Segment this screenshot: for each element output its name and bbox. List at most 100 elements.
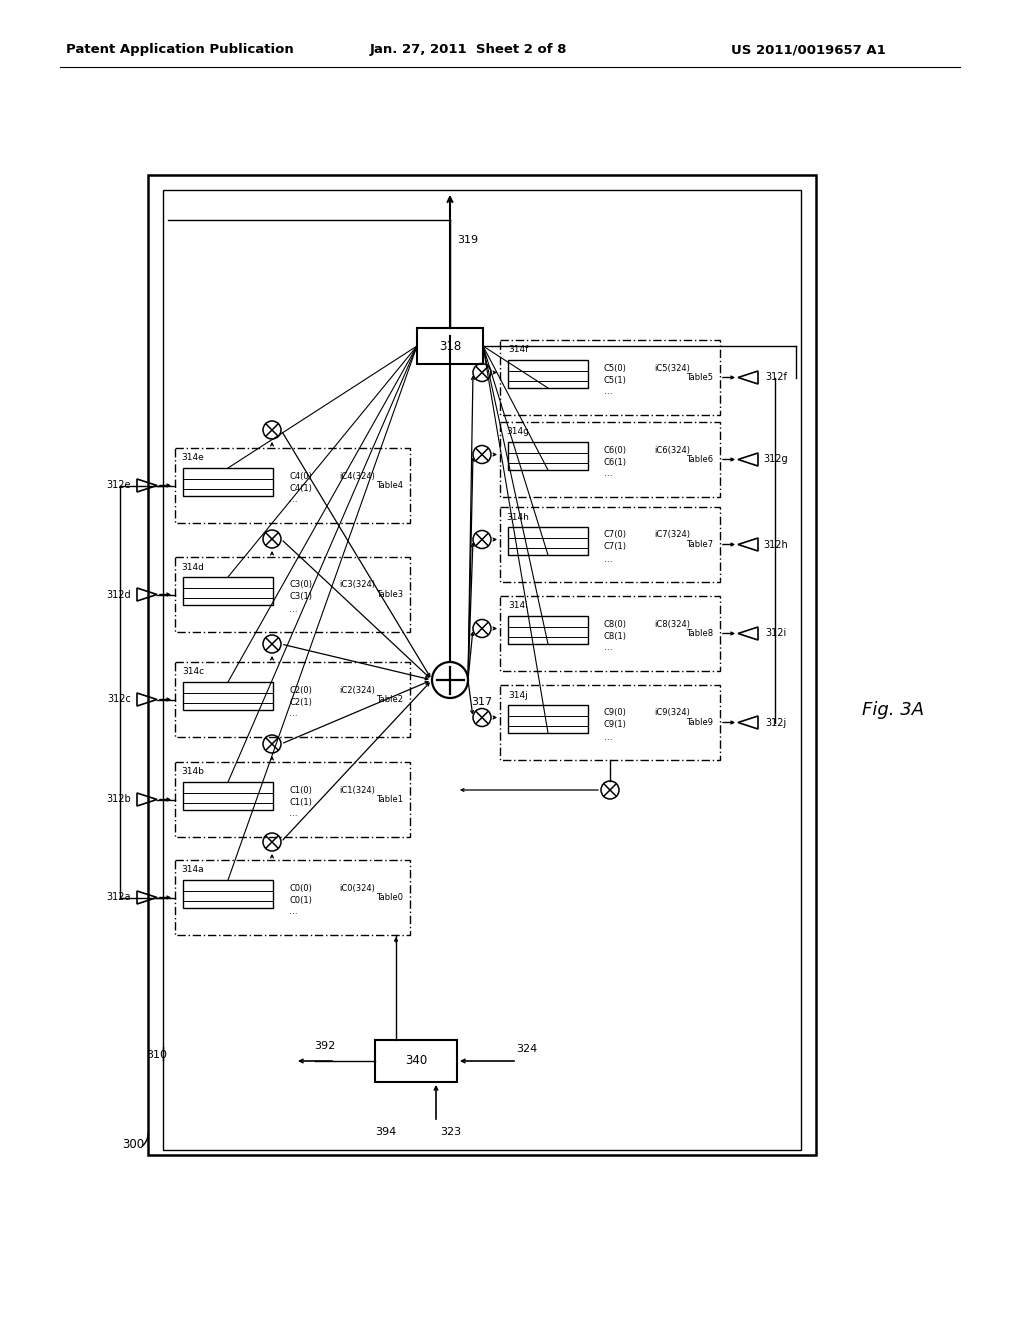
Text: iC3(324): iC3(324): [339, 581, 375, 590]
Bar: [375, 1040, 457, 1082]
Text: 340: 340: [404, 1055, 427, 1068]
Text: C0(1): C0(1): [289, 895, 312, 904]
Text: 314j: 314j: [508, 690, 528, 700]
Text: C2(0): C2(0): [289, 685, 312, 694]
Bar: [508, 360, 588, 388]
Text: Table9: Table9: [686, 718, 714, 727]
Bar: [500, 422, 720, 498]
Text: ...: ...: [604, 470, 612, 479]
Text: 318: 318: [439, 339, 461, 352]
Text: Fig. 3A: Fig. 3A: [862, 701, 924, 719]
Text: C0(0): C0(0): [289, 883, 312, 892]
Bar: [508, 705, 588, 733]
Bar: [183, 577, 273, 605]
Text: 310: 310: [146, 1049, 168, 1060]
Text: iC9(324): iC9(324): [654, 709, 690, 718]
Text: 312h: 312h: [764, 540, 788, 549]
Text: Table6: Table6: [686, 455, 714, 465]
Text: 323: 323: [440, 1127, 462, 1137]
Text: Table4: Table4: [377, 480, 403, 490]
Bar: [175, 447, 410, 523]
Bar: [500, 341, 720, 414]
Text: iC4(324): iC4(324): [339, 471, 375, 480]
Text: Patent Application Publication: Patent Application Publication: [67, 44, 294, 57]
Text: ...: ...: [604, 733, 612, 742]
Text: 312c: 312c: [108, 694, 131, 705]
Text: 317: 317: [471, 697, 493, 708]
Text: C8(0): C8(0): [604, 619, 627, 628]
Bar: [500, 685, 720, 760]
Bar: [175, 557, 410, 632]
Text: 312f: 312f: [765, 372, 786, 383]
Text: iC6(324): iC6(324): [654, 446, 690, 454]
Text: C3(1): C3(1): [289, 593, 312, 602]
Bar: [508, 442, 588, 470]
Bar: [500, 597, 720, 671]
Text: C2(1): C2(1): [289, 697, 312, 706]
Text: 314a: 314a: [181, 866, 205, 874]
Text: ...: ...: [604, 644, 612, 652]
Text: iC7(324): iC7(324): [654, 531, 690, 540]
Bar: [175, 663, 410, 737]
Text: US 2011/0019657 A1: US 2011/0019657 A1: [731, 44, 886, 57]
Text: Table0: Table0: [377, 894, 403, 902]
Text: 312d: 312d: [106, 590, 131, 599]
Text: iC2(324): iC2(324): [339, 685, 375, 694]
Bar: [183, 781, 273, 810]
Text: Table2: Table2: [377, 696, 403, 704]
Text: iC5(324): iC5(324): [654, 363, 690, 372]
Text: 394: 394: [376, 1127, 396, 1137]
Text: ...: ...: [289, 605, 298, 614]
Text: 314h: 314h: [507, 512, 529, 521]
Text: C6(1): C6(1): [604, 458, 627, 466]
Text: iC0(324): iC0(324): [339, 883, 375, 892]
Text: 314g: 314g: [507, 428, 529, 437]
Bar: [500, 507, 720, 582]
Bar: [175, 861, 410, 935]
Text: 312b: 312b: [106, 795, 131, 804]
Bar: [163, 190, 801, 1150]
Bar: [175, 762, 410, 837]
Text: C9(1): C9(1): [604, 721, 627, 730]
Text: Table8: Table8: [686, 630, 714, 638]
Bar: [183, 682, 273, 710]
Text: 319: 319: [458, 235, 478, 246]
Bar: [417, 327, 483, 364]
Text: 314d: 314d: [181, 562, 205, 572]
Text: ...: ...: [289, 495, 298, 504]
Text: C4(0): C4(0): [289, 471, 312, 480]
Text: Table3: Table3: [377, 590, 403, 599]
Text: ...: ...: [289, 809, 298, 818]
Bar: [183, 469, 273, 496]
Text: 392: 392: [314, 1041, 336, 1051]
Text: Table1: Table1: [377, 795, 403, 804]
Text: 314f: 314f: [508, 346, 528, 355]
Text: C9(0): C9(0): [604, 709, 627, 718]
Text: iC1(324): iC1(324): [339, 785, 375, 795]
Bar: [148, 176, 816, 1155]
Bar: [508, 616, 588, 644]
Text: C3(0): C3(0): [289, 581, 312, 590]
Text: Table5: Table5: [686, 374, 714, 381]
Text: 300: 300: [122, 1138, 144, 1151]
Text: C1(1): C1(1): [289, 797, 312, 807]
Text: ...: ...: [289, 908, 298, 916]
Text: C1(0): C1(0): [289, 785, 312, 795]
Text: C4(1): C4(1): [289, 483, 312, 492]
Text: 314c: 314c: [182, 668, 204, 676]
Text: 314b: 314b: [181, 767, 205, 776]
Text: ...: ...: [604, 554, 612, 564]
Text: ...: ...: [604, 388, 612, 396]
Text: 312e: 312e: [106, 480, 131, 491]
Text: 312j: 312j: [765, 718, 786, 727]
Text: C8(1): C8(1): [604, 631, 627, 640]
Text: iC8(324): iC8(324): [654, 619, 690, 628]
Text: C5(0): C5(0): [604, 363, 627, 372]
Text: 312i: 312i: [765, 628, 786, 639]
Bar: [508, 527, 588, 554]
Text: 324: 324: [516, 1044, 538, 1053]
Text: 312a: 312a: [106, 892, 131, 903]
Bar: [183, 880, 273, 908]
Text: C5(1): C5(1): [604, 375, 627, 384]
Text: 314i: 314i: [508, 602, 528, 610]
